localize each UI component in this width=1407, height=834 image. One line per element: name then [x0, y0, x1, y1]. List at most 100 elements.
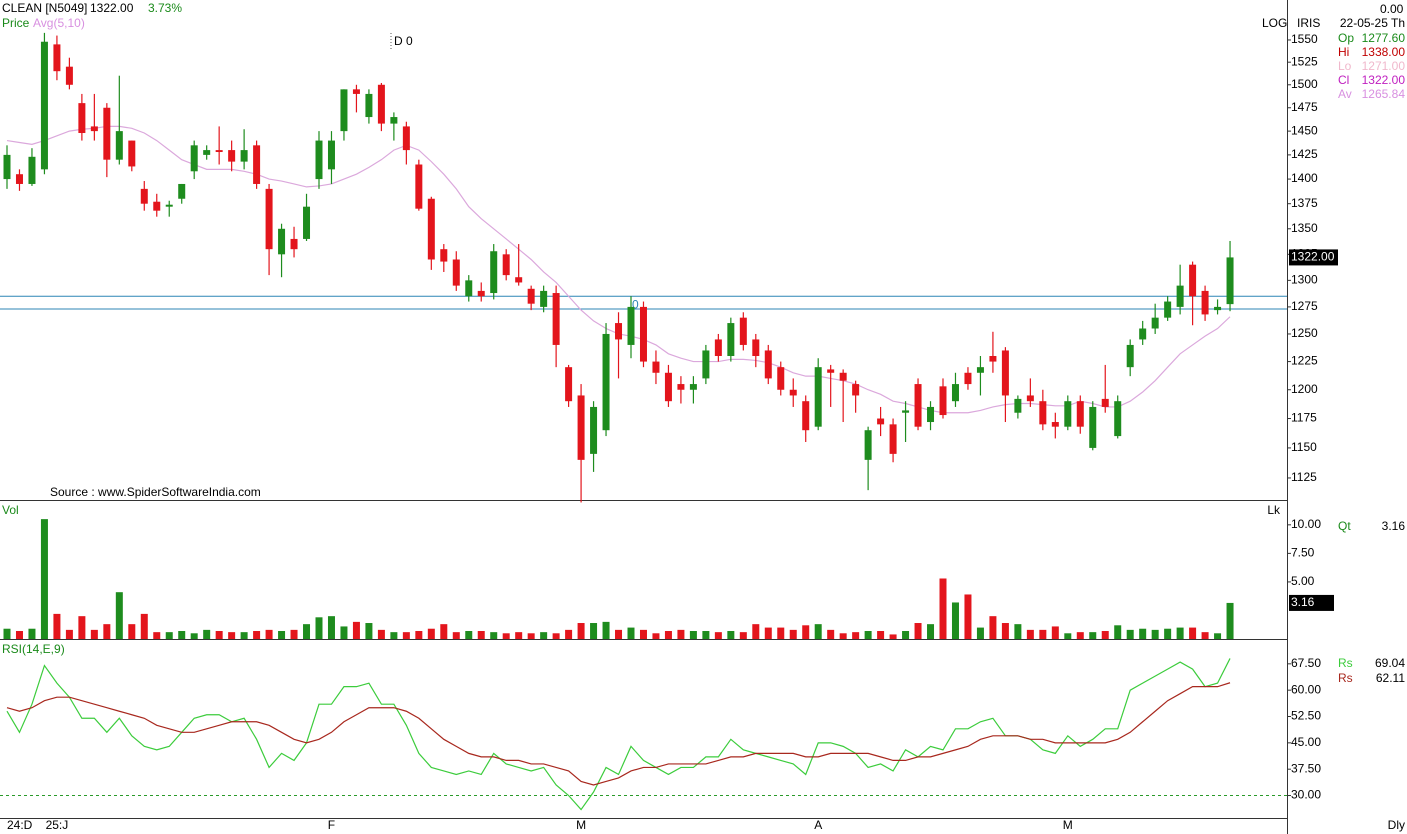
candle-body: [802, 401, 810, 431]
candle-body: [1001, 350, 1009, 396]
info-label: Hi: [1338, 45, 1349, 59]
y-tick-label: 1375: [1291, 196, 1318, 210]
annotation: 0: [632, 297, 639, 311]
volume-bar: [3, 628, 11, 639]
candle-body: [1176, 285, 1184, 307]
volume-bar: [203, 629, 211, 639]
candle-body: [1189, 264, 1197, 297]
volume-bar: [165, 632, 173, 639]
y-tick-label: 1450: [1291, 123, 1318, 137]
y-tick-label: 67.50: [1291, 656, 1321, 670]
candle-body: [502, 254, 510, 276]
candle-body: [764, 350, 772, 379]
volume-bar: [1139, 628, 1147, 639]
candle-body: [365, 93, 373, 118]
candle-body: [278, 228, 286, 255]
volume-bar: [1089, 632, 1097, 639]
legend-label: Rs: [1338, 656, 1353, 670]
candle-body: [565, 367, 573, 402]
volume-bar: [502, 633, 510, 639]
volume-bar: [465, 631, 473, 639]
volume-bar: [1189, 627, 1197, 639]
volume-bar: [714, 632, 722, 639]
info-value: 1271.00: [1362, 59, 1406, 73]
info-label: Lo: [1338, 59, 1352, 73]
volume-bar: [440, 624, 448, 639]
candle-body: [540, 290, 548, 307]
candle-body: [1076, 401, 1084, 427]
candle-body: [28, 156, 36, 184]
candle-body: [140, 188, 148, 204]
volume-bar: [452, 632, 460, 639]
volume-bar: [1201, 632, 1209, 639]
y-tick-label: 52.50: [1291, 709, 1321, 723]
candle-body: [78, 103, 86, 134]
y-tick-label: 60.00: [1291, 682, 1321, 696]
y-tick-label: 1150: [1291, 440, 1317, 454]
volume-bar: [565, 629, 573, 639]
candle-body: [265, 188, 273, 250]
candle-body: [1214, 306, 1222, 311]
volume-bar: [827, 629, 835, 639]
candle-body: [615, 323, 623, 340]
volume-bar: [140, 613, 148, 639]
change: 3.73%: [148, 1, 182, 15]
volume-bar: [1114, 625, 1122, 639]
candle-body: [964, 372, 972, 385]
candle-body: [415, 164, 423, 209]
y-tick-label: 1525: [1291, 54, 1318, 68]
candle-body: [203, 150, 211, 155]
info-value: 1338.00: [1362, 45, 1406, 59]
volume-bar: [65, 629, 73, 639]
candle-body: [689, 384, 697, 390]
candle-body: [889, 424, 897, 454]
candle-body: [1114, 401, 1122, 437]
y-tick-label: 7.50: [1291, 546, 1315, 560]
candle-body: [240, 150, 248, 162]
volume-bar: [1076, 632, 1084, 639]
candle-body: [827, 369, 835, 373]
candle-body: [1151, 317, 1159, 329]
candle-body: [714, 339, 722, 357]
volume-bar: [877, 631, 885, 639]
candle-body: [639, 306, 647, 362]
info-value: 1277.60: [1362, 31, 1406, 45]
volume-bar: [290, 629, 298, 639]
last-price: 1322.00: [90, 1, 134, 15]
volume-bar: [1064, 633, 1072, 639]
volume-bar: [415, 631, 423, 639]
info-label: Av: [1338, 87, 1352, 101]
candle-body: [1164, 301, 1172, 318]
panel-title: RSI(14,E,9): [2, 642, 65, 656]
candle-body: [190, 145, 198, 172]
candle-body: [290, 238, 298, 250]
candle-body: [1126, 344, 1134, 368]
candle-body: [215, 150, 223, 153]
volume-bar: [1026, 629, 1034, 639]
candle-body: [53, 44, 61, 72]
volume-bar: [153, 632, 161, 639]
candle-body: [427, 198, 435, 260]
candle-body: [452, 259, 460, 286]
candle-body: [914, 384, 922, 427]
legend-label: Rs: [1338, 671, 1353, 685]
volume-bar: [852, 632, 860, 639]
volume-bar: [490, 632, 498, 639]
y-tick-label: 1500: [1291, 77, 1318, 91]
volume-bar: [639, 629, 647, 639]
volume-bar: [664, 631, 672, 639]
candle-body: [752, 339, 760, 357]
volume-bar: [914, 623, 922, 639]
candle-body: [739, 317, 747, 345]
candle-body: [552, 293, 560, 345]
x-tick-label: A: [814, 818, 822, 832]
volume-bar: [390, 632, 398, 639]
volume-bar: [1101, 631, 1109, 639]
y-tick-label: 10.00: [1291, 517, 1321, 531]
volume-bar: [939, 578, 947, 639]
candle-body: [90, 126, 98, 132]
volume-bar: [215, 631, 223, 639]
volume-bar: [902, 631, 910, 639]
volume-bar: [303, 624, 311, 639]
